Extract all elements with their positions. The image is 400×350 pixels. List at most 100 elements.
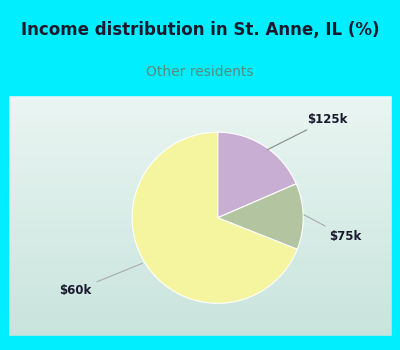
Bar (8, 144, 392, 146)
Bar (8, 215, 392, 217)
Bar (0, 0, 400, 94)
Bar (8, 258, 392, 260)
Bar (8, 181, 392, 183)
Bar (8, 113, 392, 116)
Bar (8, 300, 392, 302)
Bar (8, 286, 392, 288)
Bar (8, 297, 392, 299)
Bar (8, 252, 392, 254)
Bar (8, 128, 392, 130)
Bar (8, 100, 392, 103)
Bar (8, 121, 392, 124)
Bar (8, 263, 392, 265)
Bar (8, 328, 392, 330)
Bar (8, 324, 392, 326)
Bar (8, 213, 392, 215)
Bar (8, 228, 392, 230)
Bar (8, 118, 392, 120)
Bar (8, 94, 392, 96)
Bar (8, 244, 392, 246)
Wedge shape (132, 132, 297, 303)
Bar (8, 204, 392, 205)
Bar (8, 234, 392, 236)
Text: Income distribution in St. Anne, IL (%): Income distribution in St. Anne, IL (%) (21, 21, 379, 39)
Bar (8, 326, 392, 328)
Bar (8, 253, 392, 256)
Bar (8, 218, 392, 220)
Bar (8, 173, 392, 175)
Bar (8, 138, 392, 140)
Bar (8, 189, 392, 191)
Bar (8, 278, 392, 280)
Bar (8, 160, 392, 162)
Bar (8, 221, 392, 223)
Bar (8, 229, 392, 231)
Bar (8, 131, 392, 133)
Bar (8, 271, 392, 273)
Bar (8, 334, 392, 336)
Bar (8, 168, 392, 170)
Bar (8, 315, 392, 317)
Bar (8, 157, 392, 159)
Bar (392, 0, 400, 350)
Bar (8, 183, 392, 185)
Bar (8, 239, 392, 241)
Bar (8, 155, 392, 157)
Bar (8, 261, 392, 264)
Bar (8, 307, 392, 309)
Bar (8, 149, 392, 151)
Bar (8, 165, 392, 167)
Bar (8, 237, 392, 239)
Bar (8, 249, 392, 251)
Bar (0, 336, 400, 350)
Bar (8, 205, 392, 207)
Bar (8, 188, 392, 189)
Bar (8, 294, 392, 296)
Bar (8, 287, 392, 289)
Bar (8, 332, 392, 334)
Bar (8, 202, 392, 204)
Bar (8, 154, 392, 156)
Bar (8, 223, 392, 225)
Bar (8, 180, 392, 181)
Bar (8, 196, 392, 197)
Wedge shape (218, 184, 303, 249)
Bar (8, 329, 392, 331)
Bar (8, 193, 392, 194)
Bar (8, 303, 392, 306)
Bar (8, 115, 392, 117)
Bar (8, 305, 392, 307)
Bar (8, 146, 392, 148)
Bar (8, 245, 392, 247)
Bar (8, 255, 392, 257)
Bar (8, 281, 392, 283)
Bar (8, 141, 392, 143)
Bar (8, 134, 392, 136)
Bar (8, 257, 392, 259)
Bar (8, 139, 392, 141)
Bar (8, 299, 392, 301)
Text: Other residents: Other residents (146, 65, 254, 79)
Bar (8, 292, 392, 294)
Bar (8, 250, 392, 252)
Bar (8, 142, 392, 145)
Bar (8, 172, 392, 173)
Bar (8, 96, 392, 98)
Bar (8, 125, 392, 127)
Bar (8, 220, 392, 222)
Bar (8, 282, 392, 285)
Bar (8, 276, 392, 278)
Bar (8, 178, 392, 180)
Bar (8, 112, 392, 114)
Text: $75k: $75k (304, 215, 361, 243)
Bar (8, 231, 392, 233)
Bar (8, 184, 392, 186)
Bar (8, 226, 392, 228)
Bar (8, 312, 392, 314)
Bar (0, 0, 8, 350)
Bar (8, 167, 392, 169)
Bar (8, 191, 392, 193)
Bar (8, 323, 392, 325)
Bar (8, 316, 392, 318)
Bar (8, 110, 392, 112)
